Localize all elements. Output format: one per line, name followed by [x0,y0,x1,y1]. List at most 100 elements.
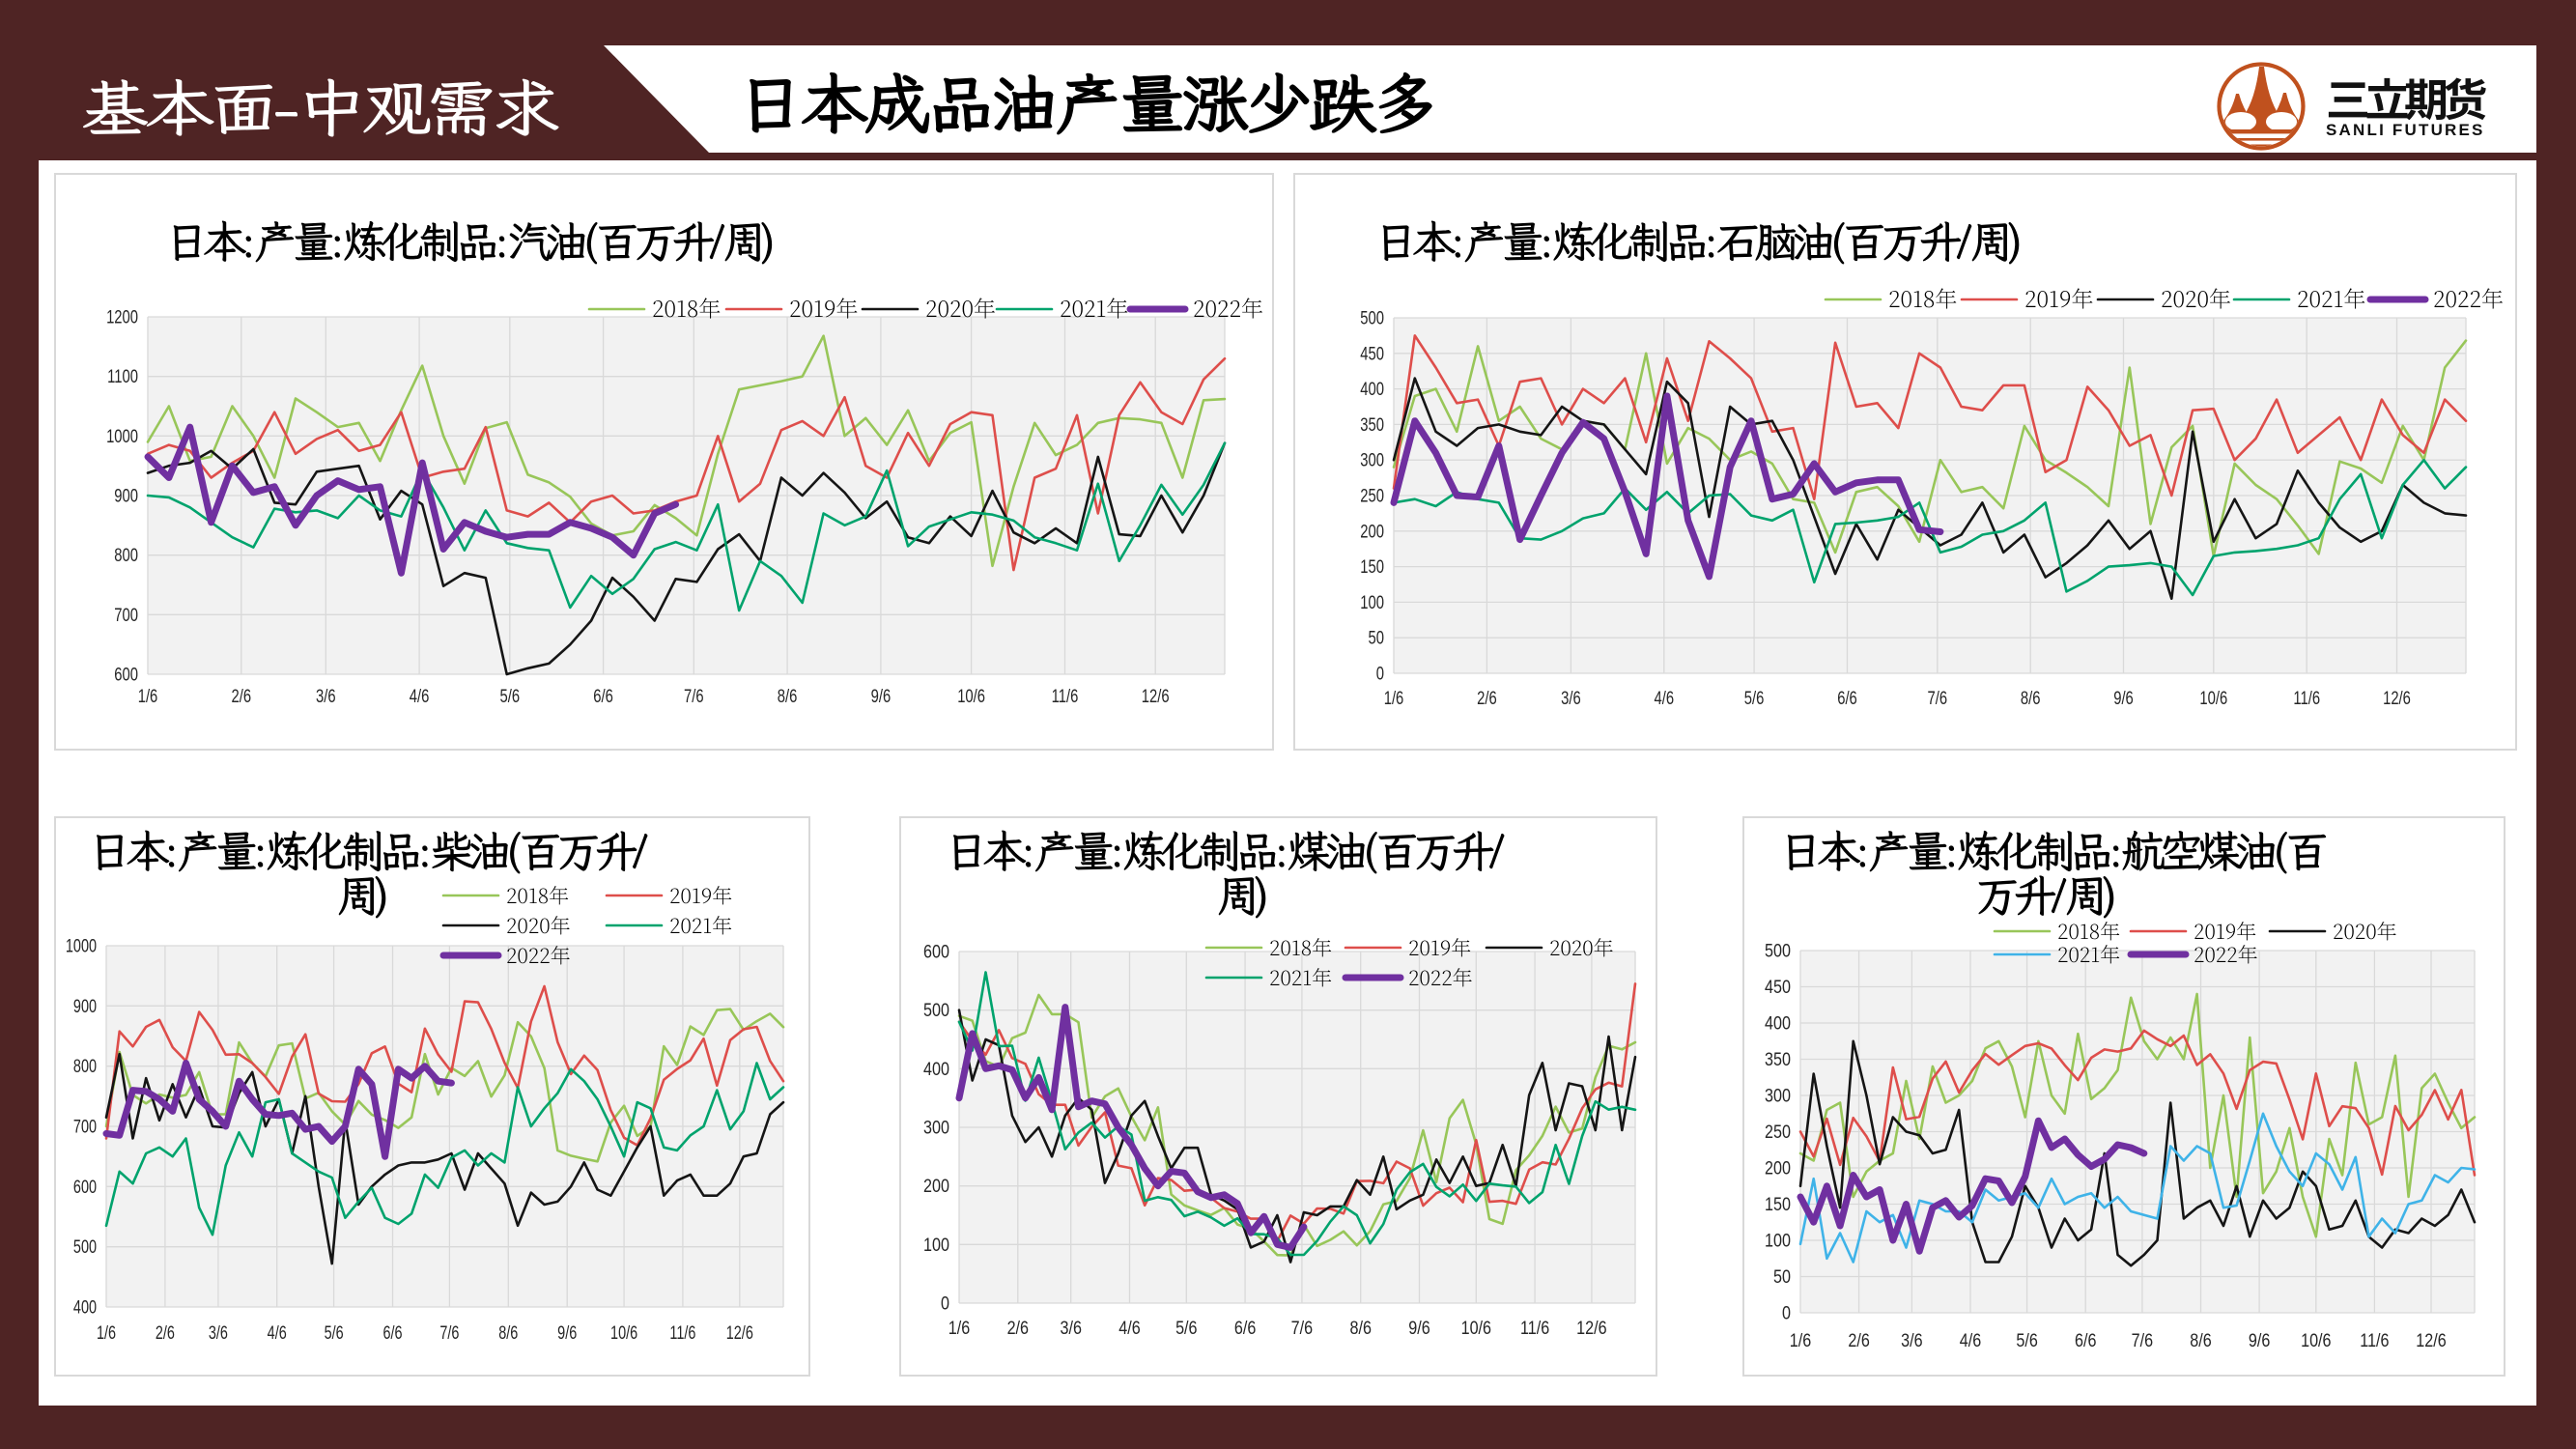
svg-text:300: 300 [923,1117,949,1138]
svg-text:6/6: 6/6 [1837,688,1857,708]
svg-text:1000: 1000 [66,936,97,956]
svg-text:10/6: 10/6 [610,1322,637,1343]
svg-text:12/6: 12/6 [726,1322,753,1343]
svg-text:450: 450 [1765,977,1791,998]
svg-text:11/6: 11/6 [669,1322,695,1343]
svg-text:450: 450 [1360,344,1384,364]
svg-text:3/6: 3/6 [1561,688,1581,708]
svg-text:4/6: 4/6 [1655,688,1675,708]
svg-text:50: 50 [1773,1266,1791,1288]
svg-text:5/6: 5/6 [1744,688,1765,708]
svg-text:200: 200 [1765,1157,1791,1179]
svg-text:8/6: 8/6 [778,686,798,706]
svg-text:6/6: 6/6 [593,686,613,706]
svg-text:9/6: 9/6 [1408,1318,1430,1339]
svg-text:0: 0 [941,1293,949,1314]
svg-text:400: 400 [1360,379,1384,399]
svg-text:2/6: 2/6 [1477,688,1497,708]
svg-text:9/6: 9/6 [871,686,892,706]
svg-text:6/6: 6/6 [2075,1330,2097,1351]
svg-text:5/6: 5/6 [1175,1318,1198,1339]
svg-text:4/6: 4/6 [1960,1330,1982,1351]
svg-text:12/6: 12/6 [2383,688,2411,708]
svg-text:250: 250 [1765,1122,1791,1143]
svg-text:7/6: 7/6 [684,686,704,706]
svg-text:800: 800 [73,1056,97,1076]
svg-text:600: 600 [923,941,949,962]
svg-text:2/6: 2/6 [156,1322,175,1343]
svg-text:300: 300 [1765,1085,1791,1106]
svg-text:100: 100 [1765,1230,1791,1251]
svg-text:9/6: 9/6 [557,1322,577,1343]
svg-text:700: 700 [114,605,138,625]
svg-text:400: 400 [73,1297,97,1318]
svg-text:800: 800 [114,545,138,565]
svg-text:8/6: 8/6 [498,1322,518,1343]
svg-text:4/6: 4/6 [1118,1318,1141,1339]
svg-text:8/6: 8/6 [2021,688,2041,708]
svg-text:2/6: 2/6 [1007,1318,1030,1339]
svg-text:300: 300 [1360,450,1384,470]
svg-text:0: 0 [1782,1302,1791,1323]
svg-text:1100: 1100 [107,366,138,386]
svg-text:11/6: 11/6 [1052,686,1079,706]
svg-text:7/6: 7/6 [1291,1318,1314,1339]
svg-text:6/6: 6/6 [382,1322,402,1343]
svg-text:400: 400 [923,1059,949,1080]
svg-text:10/6: 10/6 [957,686,985,706]
svg-text:4/6: 4/6 [268,1322,287,1343]
svg-text:100: 100 [923,1235,949,1256]
svg-text:0: 0 [1376,664,1384,684]
svg-text:1/6: 1/6 [1384,688,1404,708]
svg-text:11/6: 11/6 [2360,1330,2389,1351]
svg-text:500: 500 [1360,308,1384,328]
svg-text:500: 500 [923,1000,949,1021]
svg-text:12/6: 12/6 [1576,1318,1607,1339]
svg-text:200: 200 [923,1176,949,1197]
svg-text:350: 350 [1765,1049,1791,1070]
svg-text:5/6: 5/6 [500,686,521,706]
svg-text:400: 400 [1765,1012,1791,1034]
svg-text:250: 250 [1360,486,1384,506]
svg-text:SANLI FUTURES: SANLI FUTURES [2326,121,2485,139]
svg-text:10/6: 10/6 [2199,688,2227,708]
svg-text:12/6: 12/6 [1142,686,1170,706]
svg-text:5/6: 5/6 [2016,1330,2038,1351]
svg-text:500: 500 [1765,940,1791,961]
svg-text:1000: 1000 [106,426,138,446]
svg-text:3/6: 3/6 [316,686,336,706]
svg-text:350: 350 [1360,414,1384,435]
svg-text:2/6: 2/6 [1848,1330,1870,1351]
svg-text:150: 150 [1765,1194,1791,1215]
svg-text:200: 200 [1360,522,1384,542]
svg-text:1/6: 1/6 [97,1322,116,1343]
svg-text:7/6: 7/6 [2132,1330,2154,1351]
svg-text:500: 500 [73,1236,97,1257]
svg-text:3/6: 3/6 [209,1322,228,1343]
svg-text:600: 600 [73,1177,97,1197]
svg-text:7/6: 7/6 [439,1322,459,1343]
svg-text:1/6: 1/6 [948,1318,971,1339]
svg-text:10/6: 10/6 [1461,1318,1492,1339]
svg-text:11/6: 11/6 [1520,1318,1549,1339]
svg-text:100: 100 [1360,592,1384,612]
svg-text:600: 600 [114,665,138,685]
svg-text:1200: 1200 [106,307,138,327]
svg-text:10/6: 10/6 [2301,1330,2332,1351]
svg-text:1/6: 1/6 [138,686,158,706]
svg-text:9/6: 9/6 [2249,1330,2271,1351]
svg-text:8/6: 8/6 [1349,1318,1372,1339]
svg-text:900: 900 [114,486,138,506]
svg-text:2/6: 2/6 [232,686,252,706]
svg-text:8/6: 8/6 [2190,1330,2212,1351]
svg-text:1/6: 1/6 [1790,1330,1812,1351]
svg-text:700: 700 [73,1117,97,1137]
svg-text:3/6: 3/6 [1060,1318,1082,1339]
svg-text:11/6: 11/6 [2293,688,2320,708]
svg-text:9/6: 9/6 [2113,688,2134,708]
svg-text:900: 900 [73,996,97,1016]
svg-text:7/6: 7/6 [1928,688,1948,708]
svg-text:3/6: 3/6 [1901,1330,1923,1351]
svg-text:150: 150 [1360,556,1384,577]
svg-text:6/6: 6/6 [1234,1318,1257,1339]
